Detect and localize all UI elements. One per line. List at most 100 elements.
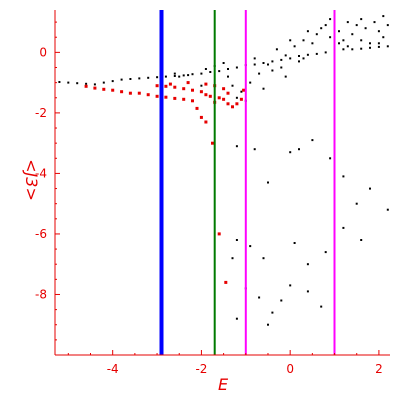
- data-point: [208, 94, 212, 98]
- data-point: [306, 263, 309, 266]
- data-point: [289, 39, 292, 42]
- axes: [54, 10, 390, 356]
- data-point: [102, 87, 106, 91]
- data-point: [342, 226, 345, 229]
- data-point: [204, 68, 207, 70]
- data-point: [137, 91, 141, 95]
- data-point: [355, 24, 358, 27]
- x-axis-title: E: [218, 375, 229, 394]
- data-point: [271, 311, 274, 314]
- data-point: [211, 141, 214, 145]
- data-point: [280, 66, 283, 69]
- data-layer: [58, 15, 389, 326]
- data-point: [111, 88, 115, 92]
- y-tick-label: -6: [35, 227, 47, 241]
- data-point: [262, 62, 265, 64]
- data-point: [85, 82, 88, 85]
- y-tick-label: -4: [35, 166, 47, 180]
- data-point: [267, 323, 269, 326]
- data-point: [338, 30, 340, 33]
- data-point: [258, 296, 261, 299]
- data-point: [284, 54, 287, 57]
- data-point: [342, 175, 345, 178]
- data-point: [355, 202, 358, 205]
- data-point: [253, 63, 256, 66]
- data-point: [298, 148, 300, 151]
- data-point: [84, 84, 88, 88]
- reference-lines: [159, 10, 336, 355]
- data-point: [382, 36, 385, 39]
- data-point: [298, 60, 300, 63]
- data-point: [178, 75, 181, 78]
- data-point: [231, 84, 234, 87]
- y-axis-title: <J3>: [22, 159, 41, 201]
- data-point: [222, 62, 225, 64]
- data-point: [267, 63, 269, 66]
- data-point: [199, 90, 203, 94]
- data-point: [222, 97, 226, 101]
- data-point: [209, 71, 212, 73]
- data-point: [235, 66, 238, 69]
- data-point: [191, 88, 194, 92]
- data-point: [204, 120, 208, 124]
- data-point: [302, 39, 305, 42]
- data-point: [346, 21, 349, 24]
- data-point: [186, 81, 190, 85]
- data-point: [168, 82, 172, 86]
- data-point: [249, 245, 252, 248]
- data-point: [377, 45, 380, 48]
- data-point: [191, 99, 194, 103]
- y-tick-label: 0: [39, 45, 47, 59]
- x-tick-label: 0: [286, 362, 294, 376]
- data-point: [289, 284, 292, 287]
- data-point: [226, 102, 230, 106]
- data-point: [360, 39, 363, 42]
- data-point: [315, 33, 318, 36]
- data-point: [351, 33, 354, 36]
- data-point: [249, 81, 252, 84]
- x-tick-label: -2: [195, 362, 207, 376]
- data-point: [239, 97, 243, 101]
- data-point: [235, 96, 238, 99]
- data-point: [120, 78, 123, 81]
- data-point: [320, 27, 323, 30]
- data-point: [235, 317, 238, 320]
- data-point: [302, 57, 305, 60]
- data-point: [217, 96, 221, 100]
- data-point: [351, 48, 354, 51]
- data-point: [164, 75, 167, 78]
- data-point: [324, 24, 327, 27]
- data-point: [111, 80, 114, 83]
- data-point: [373, 21, 376, 24]
- data-point: [227, 75, 229, 78]
- data-point: [147, 76, 150, 79]
- data-point: [289, 151, 292, 154]
- data-point: [155, 94, 159, 98]
- data-point: [224, 280, 228, 284]
- data-point: [76, 82, 79, 85]
- data-point: [280, 58, 283, 61]
- data-point: [235, 145, 238, 148]
- data-point: [293, 45, 296, 48]
- data-point: [369, 46, 371, 49]
- data-point: [199, 115, 203, 119]
- data-point: [311, 139, 314, 142]
- data-point: [342, 39, 345, 42]
- data-point: [386, 24, 389, 27]
- data-point: [315, 52, 318, 55]
- data-point: [200, 72, 203, 75]
- data-point: [200, 84, 203, 87]
- data-point: [191, 73, 194, 76]
- data-point: [242, 88, 246, 92]
- data-point: [386, 208, 389, 211]
- data-point: [156, 76, 159, 79]
- data-point: [182, 97, 186, 101]
- data-point: [306, 290, 309, 293]
- data-point: [226, 91, 230, 95]
- data-point: [311, 42, 314, 45]
- data-point: [128, 91, 132, 95]
- data-point: [275, 48, 278, 51]
- data-point: [164, 84, 168, 88]
- data-point: [324, 251, 327, 254]
